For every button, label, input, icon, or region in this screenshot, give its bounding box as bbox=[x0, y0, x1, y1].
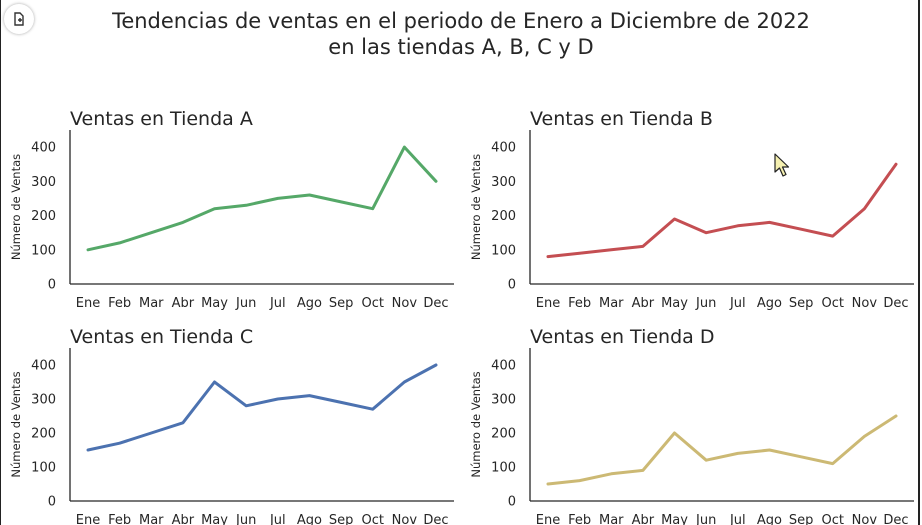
chart-title: Ventas en Tienda A bbox=[70, 108, 253, 130]
series-line bbox=[546, 414, 898, 486]
x-tick-label: Sep bbox=[789, 296, 814, 311]
x-tick-label: Mar bbox=[599, 296, 624, 311]
y-tick-label: 100 bbox=[491, 461, 516, 476]
x-tick-label: Feb bbox=[108, 513, 131, 525]
x-tick-label: Sep bbox=[329, 296, 354, 311]
y-axis-label: Número de Ventas bbox=[469, 154, 483, 260]
x-tick-label: Ago bbox=[297, 296, 322, 311]
x-tick-label: Oct bbox=[361, 296, 383, 311]
y-tick-label: 300 bbox=[31, 393, 56, 408]
y-tick-label: 300 bbox=[491, 393, 516, 408]
y-tick-label: 0 bbox=[48, 495, 56, 510]
x-tick-label: Nov bbox=[392, 513, 418, 525]
figure-title-line-1: Tendencias de ventas en el periodo de En… bbox=[112, 9, 810, 33]
chart-panel-3: Ventas en Tienda C 0 100 200 300 400 Ene Feb Mar… bbox=[9, 326, 454, 525]
x-tick-label: Jun bbox=[695, 513, 716, 525]
x-tick-label: Ago bbox=[297, 513, 322, 525]
y-axis-label: Número de Ventas bbox=[469, 371, 483, 477]
x-tick-label: Nov bbox=[852, 296, 878, 311]
x-tick-label: Ene bbox=[76, 296, 100, 311]
x-tick-label: Jul bbox=[269, 513, 286, 525]
chart-panel-1: Ventas en Tienda A 0 100 200 300 400 Ene Feb Mar… bbox=[9, 108, 454, 311]
y-tick-label: 100 bbox=[31, 243, 56, 258]
figure-title-line-2: en las tiendas A, B, C y D bbox=[328, 35, 594, 59]
x-tick-label: Nov bbox=[392, 296, 418, 311]
x-tick-label: Oct bbox=[821, 296, 843, 311]
x-tick-label: Ene bbox=[536, 513, 560, 525]
x-tick-label: Abr bbox=[172, 513, 195, 525]
y-tick-label: 100 bbox=[491, 243, 516, 258]
y-tick-label: 0 bbox=[508, 495, 516, 510]
x-tick-label: Feb bbox=[108, 296, 131, 311]
x-tick-label: Feb bbox=[568, 513, 591, 525]
x-tick-label: Jul bbox=[729, 513, 746, 525]
x-tick-label: Ago bbox=[757, 513, 782, 525]
y-tick-label: 0 bbox=[48, 278, 56, 293]
x-tick-label: Abr bbox=[172, 296, 195, 311]
y-tick-label: 400 bbox=[31, 359, 56, 374]
y-tick-label: 0 bbox=[508, 278, 516, 293]
chart-title: Ventas en Tienda B bbox=[530, 108, 713, 130]
y-tick-label: 300 bbox=[491, 175, 516, 190]
y-tick-label: 200 bbox=[31, 209, 56, 224]
x-tick-label: Jun bbox=[695, 296, 716, 311]
x-tick-label: Nov bbox=[852, 513, 878, 525]
x-tick-label: Oct bbox=[361, 513, 383, 525]
series-line bbox=[86, 145, 438, 252]
x-tick-label: May bbox=[201, 296, 228, 311]
x-tick-label: Sep bbox=[329, 513, 354, 525]
y-tick-label: 100 bbox=[31, 461, 56, 476]
y-tick-label: 400 bbox=[31, 141, 56, 156]
x-tick-label: Dec bbox=[883, 513, 908, 525]
mouse-cursor-icon bbox=[774, 153, 790, 177]
x-tick-label: Ene bbox=[536, 296, 560, 311]
x-tick-label: Dec bbox=[423, 513, 448, 525]
chart-panel-2: Ventas en Tienda B 0 100 200 300 400 Ene Feb Mar… bbox=[469, 108, 914, 311]
y-tick-label: 400 bbox=[491, 359, 516, 374]
y-axis-label: Número de Ventas bbox=[9, 371, 23, 477]
series-line bbox=[86, 363, 438, 452]
x-tick-label: May bbox=[661, 513, 688, 525]
x-tick-label: May bbox=[201, 513, 228, 525]
x-tick-label: Abr bbox=[632, 513, 655, 525]
x-tick-label: Ene bbox=[76, 513, 100, 525]
x-tick-label: Ago bbox=[757, 296, 782, 311]
series-line bbox=[546, 162, 898, 259]
x-tick-label: Oct bbox=[821, 513, 843, 525]
chart-panel-4: Ventas en Tienda D 0 100 200 300 400 Ene Feb Mar… bbox=[469, 326, 914, 525]
chart-title: Ventas en Tienda C bbox=[70, 326, 253, 348]
x-tick-label: Abr bbox=[632, 296, 655, 311]
x-tick-label: Sep bbox=[789, 513, 814, 525]
x-tick-label: May bbox=[661, 296, 688, 311]
x-tick-label: Dec bbox=[883, 296, 908, 311]
x-tick-label: Jun bbox=[235, 513, 256, 525]
x-tick-label: Mar bbox=[139, 296, 164, 311]
x-tick-label: Mar bbox=[139, 513, 164, 525]
figure-title: Tendencias de ventas en el periodo de En… bbox=[0, 8, 922, 60]
y-tick-label: 400 bbox=[491, 141, 516, 156]
x-tick-label: Feb bbox=[568, 296, 591, 311]
y-tick-label: 200 bbox=[491, 209, 516, 224]
y-tick-label: 300 bbox=[31, 175, 56, 190]
y-axis-label: Número de Ventas bbox=[9, 154, 23, 260]
x-tick-label: Jun bbox=[235, 296, 256, 311]
x-tick-label: Jul bbox=[729, 296, 746, 311]
x-tick-label: Dec bbox=[423, 296, 448, 311]
x-tick-label: Mar bbox=[599, 513, 624, 525]
chart-title: Ventas en Tienda D bbox=[530, 326, 714, 348]
x-tick-label: Jul bbox=[269, 296, 286, 311]
y-tick-label: 200 bbox=[31, 427, 56, 442]
document-open-icon[interactable] bbox=[4, 4, 34, 34]
y-tick-label: 200 bbox=[491, 427, 516, 442]
